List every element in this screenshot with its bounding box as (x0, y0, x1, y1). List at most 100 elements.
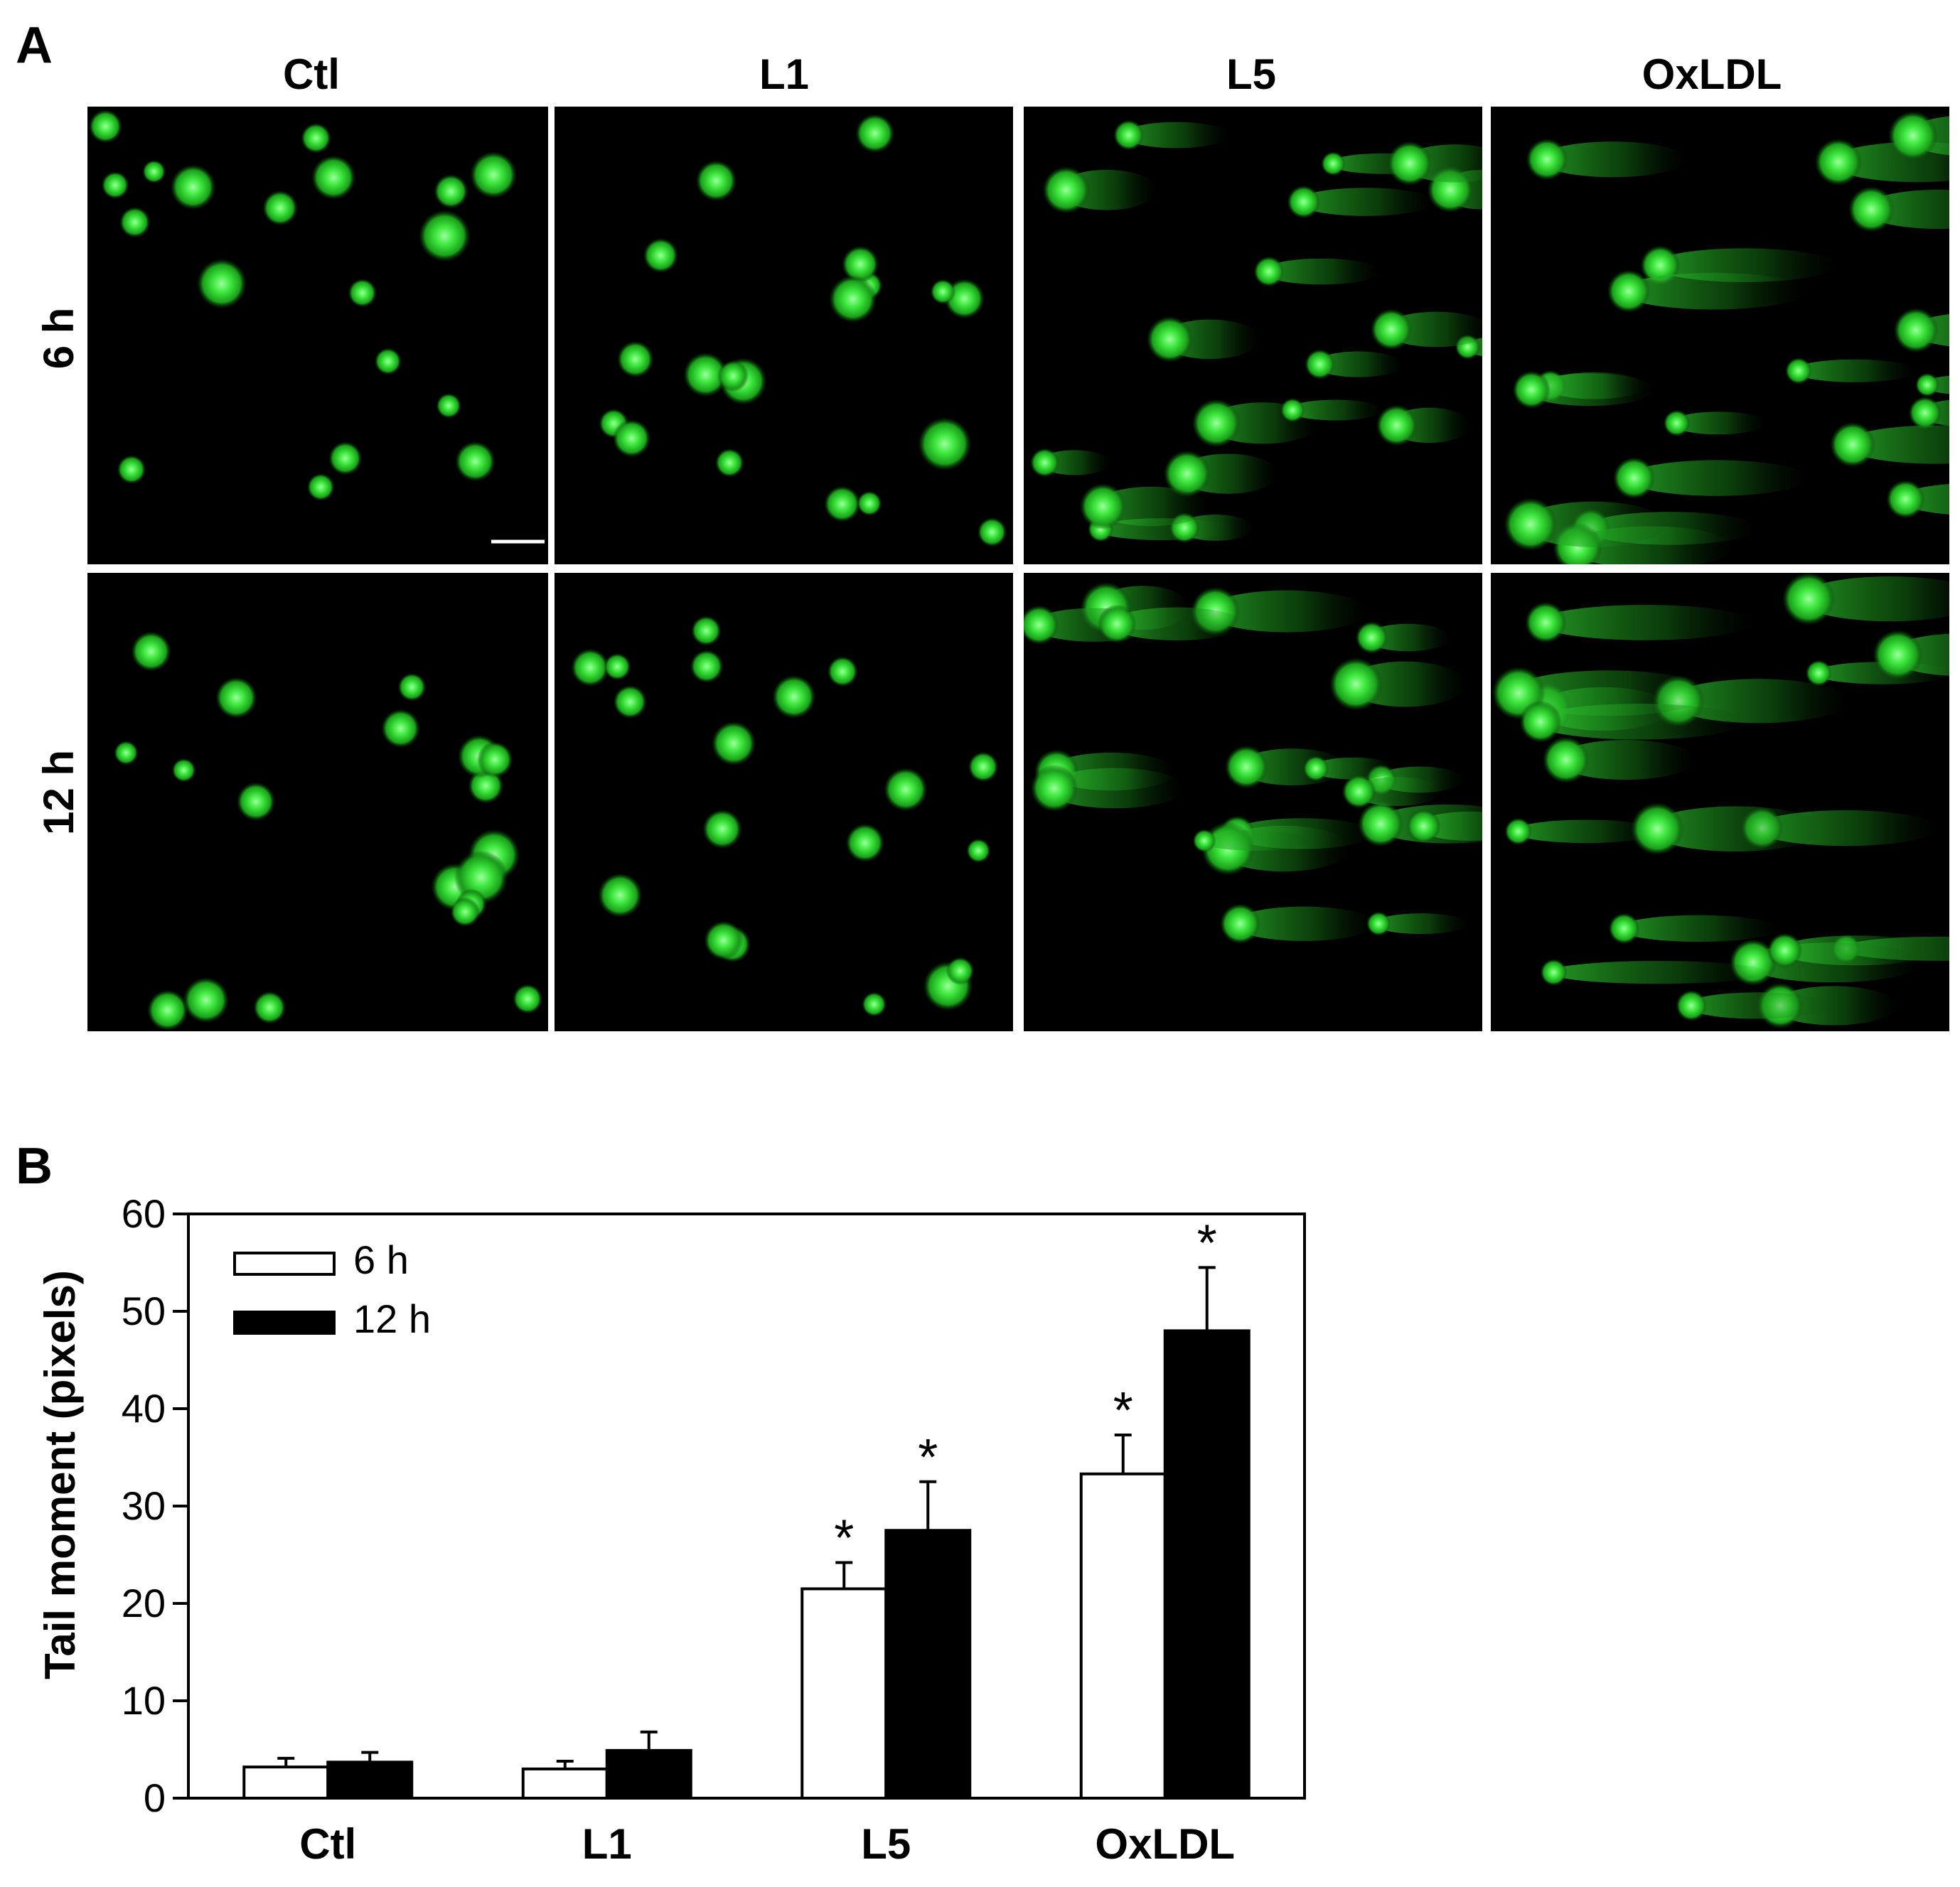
significance-star: * (918, 1429, 938, 1486)
comet-nucleus (1782, 573, 1836, 625)
comet-nucleus (966, 838, 991, 863)
micrograph-tile (1024, 573, 1482, 1031)
comet-nucleus (1355, 621, 1388, 654)
comet-nucleus (328, 441, 363, 475)
comet-nucleus (262, 190, 298, 226)
significance-star: * (834, 1510, 854, 1566)
column-label-ctl: Ctl (283, 50, 340, 98)
comet-nucleus (1519, 700, 1562, 743)
comet-nucleus (436, 393, 461, 419)
x-category-label: OxLDL (1095, 1820, 1235, 1868)
comet-nucleus (1767, 932, 1803, 969)
comet-nucleus (1191, 399, 1241, 448)
tail-moment-bar-chart: Tail moment (pixels) **** 0102030405060 … (36, 1191, 1306, 1868)
y-tick-label: 40 (122, 1386, 166, 1431)
column-label-l1: L1 (759, 50, 809, 98)
comet-nucleus (1873, 629, 1923, 680)
comet-nucleus (1146, 316, 1194, 363)
comet-nucleus (1192, 829, 1216, 853)
comet-nucleus (1805, 660, 1832, 687)
micrograph-tile (1024, 107, 1482, 564)
comet-nucleus (1342, 774, 1376, 809)
bar-12h-l1 (605, 1748, 692, 1800)
comet-nucleus (131, 631, 171, 672)
comet-nucleus (1329, 657, 1383, 711)
x-category-label: L5 (861, 1820, 911, 1868)
column-label-l5: L5 (1226, 50, 1276, 98)
comet-nucleus (119, 207, 151, 238)
comet-nucleus (1079, 483, 1126, 530)
comet-nucleus (1887, 111, 1938, 161)
comet-nucleus (470, 151, 518, 199)
comet-nucleus (1287, 185, 1321, 219)
comet-nucleus (704, 920, 744, 960)
legend-label: 6 h (353, 1237, 409, 1282)
legend-swatch (233, 1311, 336, 1335)
comet-nucleus (146, 989, 188, 1031)
comet-nucleus (695, 160, 737, 202)
comet-nucleus (117, 455, 146, 484)
comet-nucleus (884, 768, 928, 812)
significance-star: * (1197, 1215, 1217, 1272)
comet-nucleus (171, 758, 196, 783)
comet-nucleus (1321, 151, 1346, 176)
comet-nucleus (1376, 404, 1418, 446)
panel-b-letter: B (16, 1138, 53, 1195)
bar-6h-oxldl (1079, 1472, 1167, 1800)
comet-nucleus (1676, 989, 1707, 1021)
bar-12h-ctl (326, 1760, 414, 1800)
column-label-oxldl: OxLDL (1642, 50, 1782, 98)
comet-nucleus (691, 615, 722, 646)
comet-nucleus (1504, 817, 1532, 846)
x-category-label: L1 (582, 1820, 632, 1868)
bar-6h-l5 (800, 1587, 888, 1800)
comet-nucleus (824, 485, 861, 522)
y-tick-label: 50 (122, 1289, 166, 1333)
comet-nucleus (1030, 764, 1078, 812)
bar-6h-l1 (521, 1767, 609, 1800)
comet-nucleus (381, 709, 420, 748)
comet-nucleus (612, 419, 651, 458)
comet-nucleus (827, 656, 858, 687)
micrograph-tile (1491, 107, 1949, 564)
comet-nucleus (476, 741, 513, 778)
comet-nucleus (236, 782, 276, 821)
plot-frame (187, 1213, 1306, 1800)
micrograph-tile (555, 573, 1013, 1031)
comet-nucleus (862, 991, 887, 1017)
comet-nucleus (1219, 903, 1260, 945)
comet-nucleus (1504, 498, 1558, 552)
comet-nucleus (1029, 448, 1060, 478)
comet-nucleus (1224, 745, 1268, 789)
micrograph-tile (87, 573, 548, 1031)
comet-nucleus (857, 490, 882, 516)
row-label-6h: 6 h (35, 308, 82, 370)
micrograph-tile (1491, 573, 1949, 1031)
comet-nucleus (196, 258, 247, 309)
y-tick-label: 20 (122, 1581, 166, 1625)
comet-nucleus (918, 416, 972, 471)
legend-swatch (233, 1252, 336, 1276)
comet-nucleus (1280, 397, 1305, 423)
y-tick-label: 30 (122, 1483, 166, 1528)
comet-nucleus (1908, 396, 1942, 430)
comet-nucleus (1540, 959, 1568, 986)
comet-nucleus (1526, 138, 1568, 181)
comet-nucleus (311, 155, 356, 200)
comet-nucleus (1814, 138, 1863, 186)
legend-label: 12 h (353, 1296, 431, 1341)
comet-nucleus (828, 275, 877, 323)
comet-nucleus (930, 279, 955, 305)
comet-nucleus (374, 348, 402, 375)
comet-nucleus (1253, 256, 1285, 287)
comet-nucleus (1305, 349, 1335, 380)
comet-nucleus (418, 210, 471, 262)
comet-nucleus (1406, 809, 1441, 844)
comet-nucleus (711, 721, 756, 766)
comet-nucleus (101, 171, 129, 199)
comet-nucleus (1113, 119, 1145, 151)
comet-nucleus (842, 245, 879, 283)
comet-nucleus (1042, 166, 1090, 214)
comet-nucleus (1630, 802, 1684, 856)
comet-nucleus (1302, 756, 1329, 782)
